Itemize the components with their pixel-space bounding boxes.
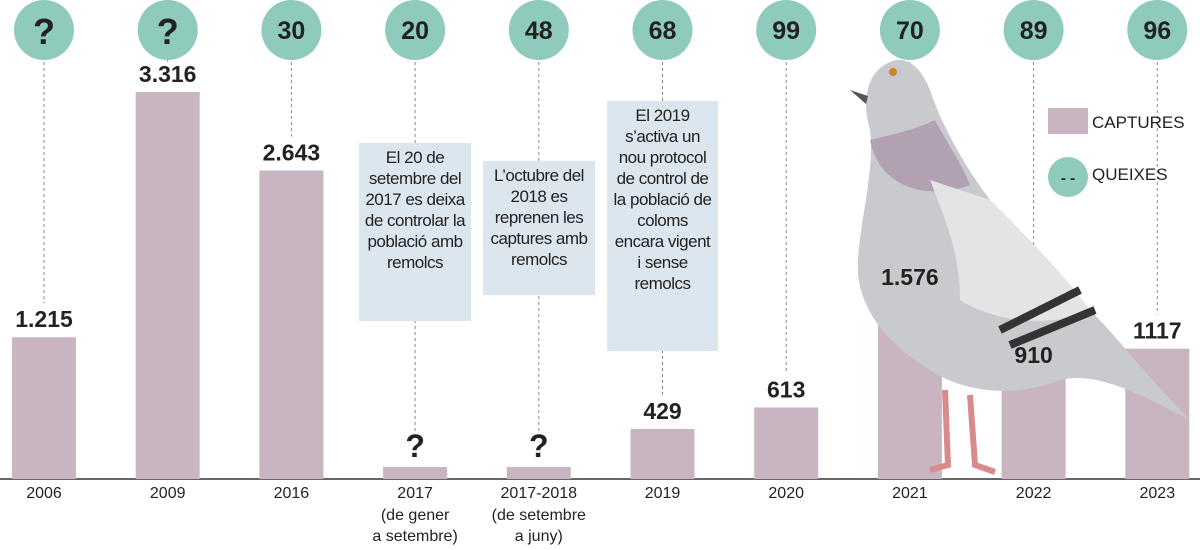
x-tick-label-2006: 2006 [26, 485, 62, 502]
queixes-circle-2023 [1127, 0, 1188, 60]
value-label-2017: ? [405, 428, 425, 464]
x-sublabel-line2: a setembre) [372, 528, 457, 545]
queixes-label-2009: ? [157, 11, 179, 52]
value-label-2021: 1.576 [881, 264, 939, 290]
queixes-circle-2022 [1003, 0, 1064, 60]
bar-2017 [383, 467, 448, 479]
queixes-circle-2017 [385, 0, 446, 60]
x-tick-label-2017: 2017 [397, 485, 433, 502]
legend-captures-swatch [1048, 108, 1088, 134]
value-label-2006: 1.215 [15, 306, 73, 332]
queixes-circle-2016 [261, 0, 322, 60]
value-label-2020: 613 [767, 376, 805, 402]
bar-2019 [630, 428, 695, 479]
pigeon-illustration [850, 59, 1190, 475]
bar-2006 [12, 337, 76, 479]
annotation-box: L’octubre del 2018 es reprenen les captu… [483, 161, 595, 295]
bar-2017-2018 [506, 467, 571, 479]
queixes-circle-2019 [632, 0, 693, 60]
x-sublabel-line1: (de gener [381, 507, 450, 524]
x-sublabel-line1: (de setembre [492, 507, 586, 524]
queixes-circle-2009 [137, 0, 198, 60]
queixes-label-2019: 68 [649, 17, 677, 45]
x-tick-label-2017-2018: 2017-2018 [501, 485, 578, 502]
queixes-circle-2021 [879, 0, 940, 60]
queixes-label-2021: 70 [896, 17, 924, 45]
value-label-2009: 3.316 [139, 61, 197, 87]
legend-queixes-label: QUEIXES [1092, 165, 1168, 184]
queixes-label-2022: 89 [1020, 17, 1048, 45]
annotation-box: El 2019 s’activa un nou protocol de cont… [607, 101, 718, 351]
legend-queixes-marker: - - [1061, 170, 1075, 187]
queixes-circle-2020 [756, 0, 817, 60]
x-tick-label-2022: 2022 [1016, 485, 1052, 502]
queixes-label-2020: 99 [772, 17, 800, 45]
value-label-2022: 910 [1014, 342, 1052, 368]
queixes-label-2006: ? [33, 11, 55, 52]
x-tick-label-2019: 2019 [645, 485, 681, 502]
queixes-label-2017: 20 [401, 17, 429, 45]
bar-2020 [754, 407, 819, 479]
legend-queixes-swatch [1048, 157, 1088, 197]
bar-2016 [259, 170, 324, 479]
x-sublabel-line2: a juny) [515, 528, 563, 545]
queixes-label-2017-2018: 48 [525, 17, 553, 45]
value-label-2019: 429 [643, 398, 681, 424]
queixes-circle-2006 [14, 0, 74, 60]
x-tick-label-2021: 2021 [892, 485, 928, 502]
value-label-2023: 1117 [1133, 318, 1182, 344]
value-label-2016: 2.643 [263, 140, 321, 166]
value-label-2017-2018: ? [529, 428, 549, 464]
x-tick-label-2009: 2009 [150, 485, 186, 502]
queixes-circle-2017-2018 [508, 0, 569, 60]
x-tick-label-2020: 2020 [768, 485, 804, 502]
bar-2009 [135, 92, 200, 479]
annotation-box: El 20 de setembre del 2017 es deixa de c… [359, 143, 471, 321]
x-tick-label-2016: 2016 [274, 485, 310, 502]
legend-captures-label: CAPTURES [1092, 113, 1185, 132]
queixes-label-2023: 96 [1143, 17, 1171, 45]
x-tick-label-2023: 2023 [1140, 485, 1176, 502]
queixes-label-2016: 30 [277, 17, 305, 45]
